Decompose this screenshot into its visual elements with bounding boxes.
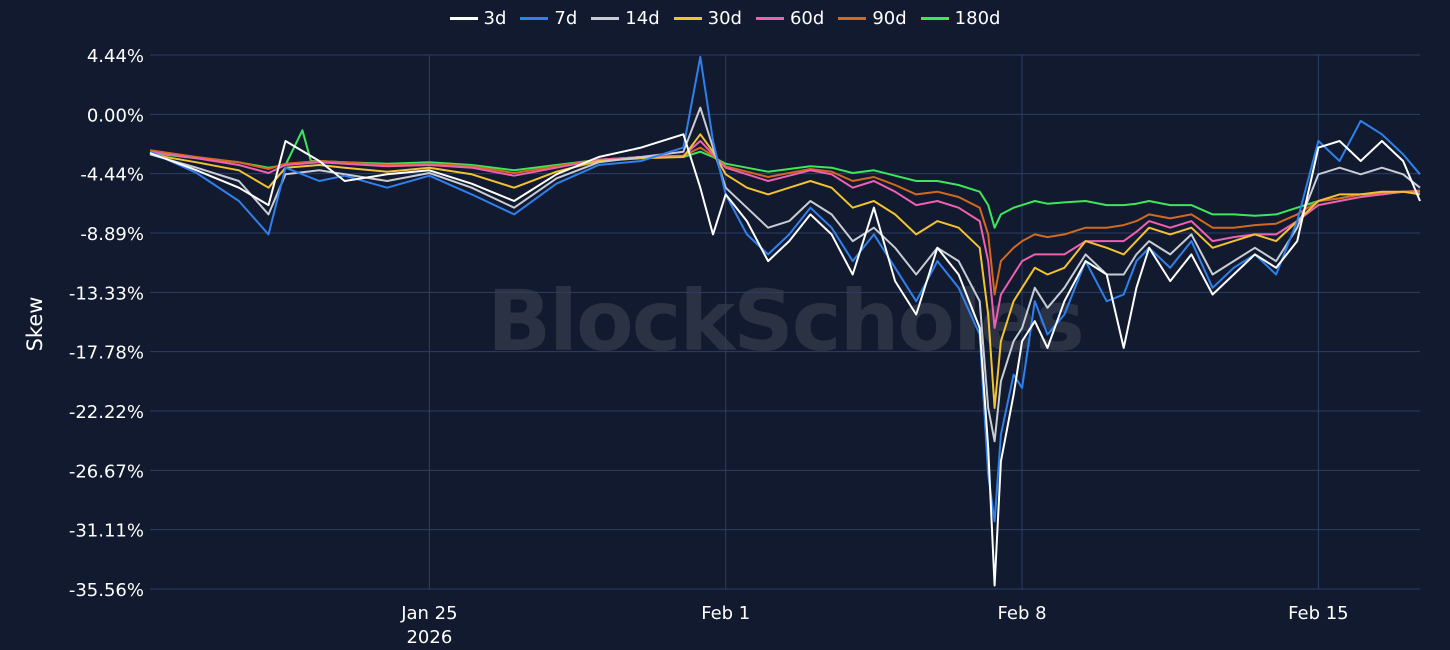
y-tick-label: -26.67% [69,461,144,482]
legend-item-60d[interactable]: 60d [755,8,825,29]
legend-swatch [838,17,867,20]
legend-swatch [591,17,620,20]
y-tick-label: -35.56% [69,580,144,601]
legend: 3d 7d 14d 30d 60d 90d 180d [0,8,1450,29]
legend-item-180d[interactable]: 180d [920,8,1001,29]
legend-label: 30d [707,8,742,29]
legend-item-90d[interactable]: 90d [838,8,907,29]
legend-label: 90d [872,8,907,29]
legend-swatch [673,17,702,20]
series-line-180d [149,129,1420,229]
x-tick-label: Feb 1 [701,603,750,624]
series-line-60d [149,140,1420,329]
x-tick-label: Jan 25 [400,603,457,624]
grid [150,54,1420,590]
y-tick-label: -17.78% [69,343,144,364]
series-line-7d [149,55,1421,523]
legend-label: 60d [789,8,825,29]
series-line-90d [149,146,1421,296]
legend-swatch [449,17,478,20]
x-tick-sublabel: 2026 [406,627,452,648]
legend-item-7d[interactable]: 7d [520,8,577,29]
legend-label: 14d [625,8,660,29]
series-line-3d [149,133,1421,587]
y-tick-label: -8.89% [80,224,144,245]
legend-item-3d[interactable]: 3d [449,8,507,29]
y-tick-label: -4.44% [80,165,144,186]
series-line-30d [149,133,1421,409]
y-axis-ticks: 4.44% 0.00% -4.44% -8.89% -13.33% -17.78% -22.… [69,46,144,601]
legend-label: 3d [483,8,507,29]
y-tick-label: -22.22% [69,402,144,423]
legend-item-30d[interactable]: 30d [673,8,742,29]
legend-label: 7d [554,8,578,29]
legend-swatch [520,17,549,20]
legend-swatch [755,17,784,20]
legend-item-14d[interactable]: 14d [591,8,660,29]
y-tick-label: -31.11% [69,521,144,542]
series-line-14d [149,106,1421,443]
series-lines [149,55,1421,587]
x-axis-ticks: Jan 25 2026 Feb 1 Feb 8 Feb 15 [400,603,1348,648]
legend-swatch [920,17,949,20]
x-tick-label: Feb 15 [1288,603,1349,624]
y-tick-label: 4.44% [87,46,144,67]
y-axis-label: Skew [23,297,47,352]
x-tick-label: Feb 8 [998,603,1047,624]
y-tick-label: 0.00% [87,105,144,126]
legend-label: 180d [954,8,1001,29]
y-tick-label: -13.33% [69,283,144,304]
